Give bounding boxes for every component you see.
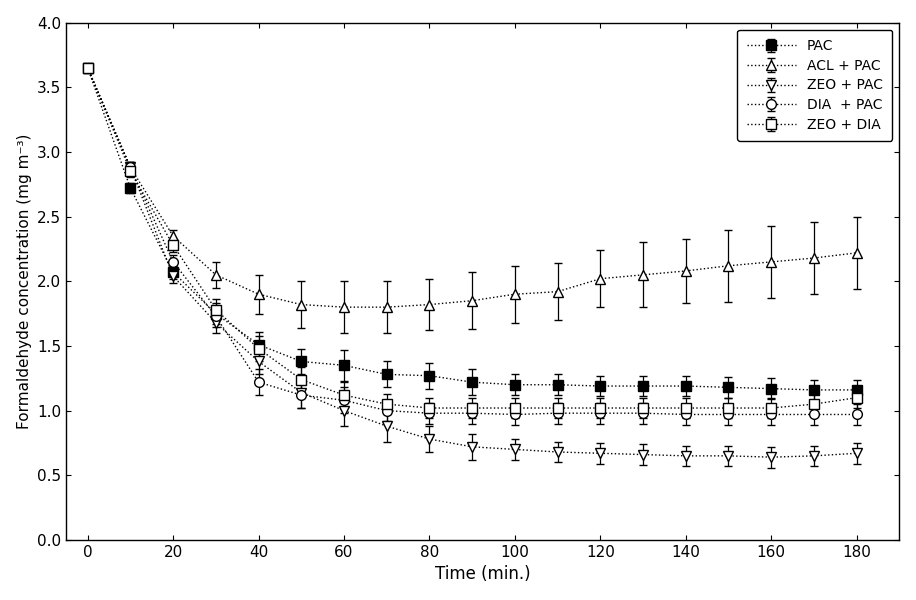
Legend: PAC, ACL + PAC, ZEO + PAC, DIA  + PAC, ZEO + DIA: PAC, ACL + PAC, ZEO + PAC, DIA + PAC, ZE… bbox=[737, 29, 892, 141]
X-axis label: Time (min.): Time (min.) bbox=[435, 565, 530, 583]
Y-axis label: Formaldehyde concentration (mg m⁻³): Formaldehyde concentration (mg m⁻³) bbox=[16, 134, 32, 429]
